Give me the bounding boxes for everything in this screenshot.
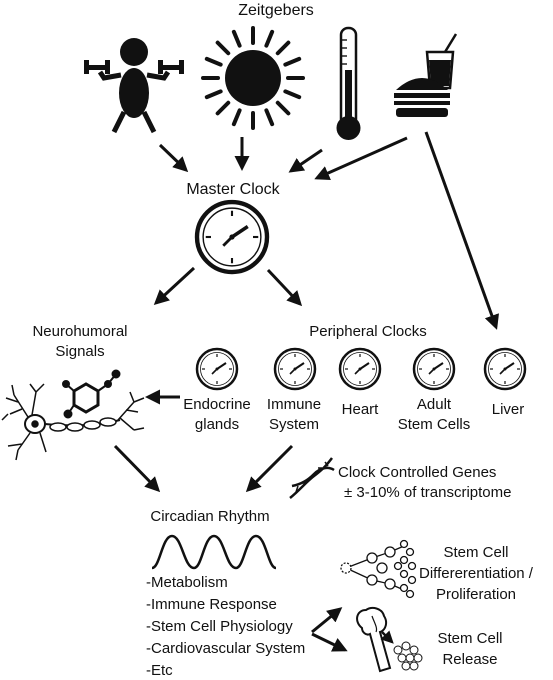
clock-icon bbox=[275, 349, 315, 389]
sun-ray bbox=[266, 32, 272, 46]
zeitgebers-title: Zeitgebers bbox=[238, 2, 314, 19]
neurohumoral-label-1: Neurohumoral bbox=[32, 323, 127, 340]
sun-ray bbox=[207, 59, 221, 65]
clock-icon bbox=[414, 349, 454, 389]
heart-label: Heart bbox=[342, 401, 380, 418]
circadian-rhythm-label: Circadian Rhythm bbox=[150, 508, 269, 525]
clock-icon bbox=[340, 349, 380, 389]
peripheral-clocks-label: Peripheral Clocks bbox=[309, 323, 427, 340]
sun-ray bbox=[278, 103, 289, 114]
stem-diff-label-1: Stem Cell bbox=[443, 544, 508, 561]
wave-icon bbox=[152, 536, 276, 568]
dna-icon bbox=[290, 458, 334, 498]
ccg-label-1: Clock Controlled Genes bbox=[338, 464, 496, 481]
sun-ray bbox=[285, 91, 299, 97]
sun-ray bbox=[234, 32, 240, 46]
sun-ray bbox=[207, 91, 221, 97]
sun-ray bbox=[218, 103, 229, 114]
immune-label-2: System bbox=[269, 416, 319, 433]
clock-icon bbox=[197, 349, 237, 389]
cell-tree-icon bbox=[341, 541, 416, 598]
sun-ray bbox=[266, 110, 272, 124]
bone-icon bbox=[357, 608, 422, 671]
sun-ray bbox=[278, 43, 289, 54]
sun-ray bbox=[234, 110, 240, 124]
stem-release-label-1: Stem Cell bbox=[437, 630, 502, 647]
sun-ray bbox=[285, 59, 299, 65]
rhythm-item: -Immune Response bbox=[146, 596, 277, 613]
master-clock-label: Master Clock bbox=[186, 181, 280, 198]
molecule-icon bbox=[63, 371, 120, 418]
adult-stem-label-2: Stem Cells bbox=[398, 416, 471, 433]
stem-arrows bbox=[312, 609, 345, 650]
adult-stem-label-1: Adult bbox=[417, 396, 452, 413]
rhythm-item: -Stem Cell Physiology bbox=[146, 618, 293, 635]
stem-release-label-2: Release bbox=[442, 651, 497, 668]
stem-diff-label-2: Differerentiation / bbox=[419, 565, 534, 582]
sun-ray bbox=[218, 43, 229, 54]
exercise-icon bbox=[84, 38, 184, 132]
master-clock-icon bbox=[197, 202, 267, 272]
rhythm-item: -Etc bbox=[146, 662, 173, 679]
liver-label: Liver bbox=[492, 401, 525, 418]
ccg-label-2: ± 3-10% of transcriptome bbox=[344, 484, 511, 501]
rhythm-arrows bbox=[115, 446, 292, 490]
rhythm-item: -Cardiovascular System bbox=[146, 640, 305, 657]
sun-icon bbox=[203, 28, 303, 128]
immune-label-1: Immune bbox=[267, 396, 321, 413]
clock-icon bbox=[485, 349, 525, 389]
neurohumoral-label-2: Signals bbox=[55, 343, 104, 360]
endocrine-label-1: Endocrine bbox=[183, 396, 251, 413]
endocrine-label-2: glands bbox=[195, 416, 239, 433]
thermometer-icon bbox=[337, 28, 361, 140]
stem-diff-label-3: Proliferation bbox=[436, 586, 516, 603]
food-icon bbox=[394, 34, 456, 117]
rhythm-item: -Metabolism bbox=[146, 574, 228, 591]
